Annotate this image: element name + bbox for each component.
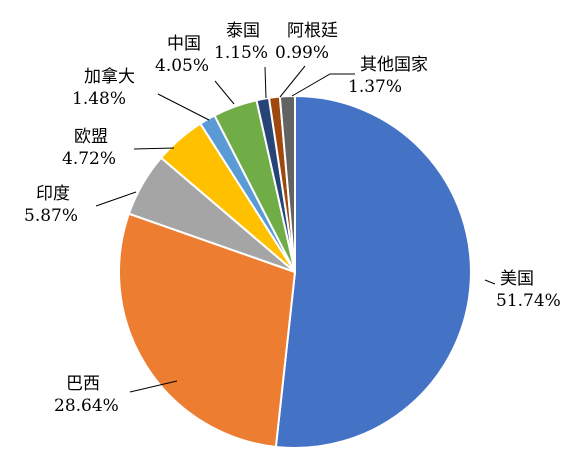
slice-value-2: 5.87% [24,206,78,226]
slice-label-4: 加拿大 1.48% [72,66,135,109]
leader-line-2 [95,191,137,207]
slice-name-1: 巴西 [66,374,100,394]
slice-value-7: 0.99% [275,43,329,63]
leader-line-8 [291,73,355,97]
slice-label-1: 巴西 28.64% [54,374,119,416]
pie-slice-1 [118,212,297,449]
slice-value-1: 28.64% [54,396,119,416]
slice-label-0: 美国 51.74% [496,269,561,311]
leader-line-7 [279,65,306,98]
slice-value-8: 1.37% [348,77,402,97]
slice-label-7: 阿根廷 0.99% [275,21,338,63]
slice-value-0: 51.74% [496,291,561,311]
leader-line-3 [133,147,175,150]
leader-lines [95,65,496,393]
leader-line-0 [484,279,496,285]
slice-name-6: 泰国 [226,21,260,41]
pie-slices [118,94,472,449]
slice-label-6: 泰国 1.15% [214,21,268,63]
leader-line-4 [157,93,210,121]
slice-labels: 美国 51.74% 巴西 28.64% 印度 5.87% 欧盟 4.72% 加拿大 1.48% 中国… [24,21,561,416]
leader-line-1 [129,380,178,393]
leader-line-5 [214,80,235,105]
slice-name-7: 阿根廷 [287,21,338,41]
slice-value-6: 1.15% [214,43,268,63]
slice-value-5: 4.05% [155,56,209,76]
slice-name-4: 加拿大 [84,66,135,87]
slice-name-3: 欧盟 [74,127,108,147]
slice-name-5: 中国 [167,34,201,54]
slice-label-8: 其他国家 1.37% [348,55,428,97]
slice-label-5: 中国 4.05% [155,34,209,76]
slice-label-3: 欧盟 4.72% [62,127,116,169]
slice-name-0: 美国 [500,269,534,289]
pie-slice-0 [274,94,472,449]
slice-name-8: 其他国家 [360,55,428,75]
slice-value-4: 1.48% [72,89,126,109]
leader-line-6 [264,66,267,99]
slice-name-2: 印度 [36,184,70,204]
slice-value-3: 4.72% [62,149,116,169]
slice-label-2: 印度 5.87% [24,184,78,226]
